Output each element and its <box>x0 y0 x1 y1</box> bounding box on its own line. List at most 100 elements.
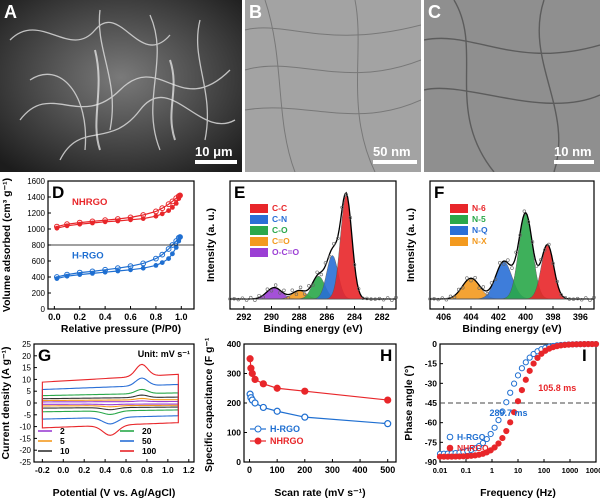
raw-data-point <box>510 266 514 270</box>
y-axis-label: Specific capacitance (F g⁻¹) <box>203 338 215 472</box>
panel-label: D <box>52 183 64 202</box>
raw-data-point <box>307 284 311 288</box>
x-tick-label: 300 <box>325 465 340 475</box>
raw-data-point <box>265 287 270 291</box>
x-tick-label: 0.0 <box>48 312 61 322</box>
y-tick-label: 400 <box>227 339 241 349</box>
raw-data-point <box>580 298 584 302</box>
raw-data-point <box>440 296 444 300</box>
y-tick-label: 400 <box>32 273 46 282</box>
y-axis-label: Phase angle (°) <box>403 365 415 440</box>
legend-swatch-c=o <box>250 237 268 246</box>
series-line-h-rgo <box>249 394 388 425</box>
raw-data-point <box>257 293 261 298</box>
x-tick-label: 282 <box>375 312 390 322</box>
raw-data-point <box>489 281 494 285</box>
data-point <box>114 216 121 222</box>
raw-data-point <box>373 297 377 301</box>
plot-frame <box>229 180 397 310</box>
cv-curve-2 <box>41 400 179 406</box>
x-tick-label: 0.1 <box>461 466 471 475</box>
legend-swatch-n-5 <box>450 215 468 224</box>
data-point <box>170 251 175 257</box>
data-point <box>522 359 529 366</box>
panel-label: H <box>380 346 392 365</box>
data-point <box>173 201 179 206</box>
data-point <box>89 218 96 225</box>
panel-label: F <box>434 183 444 202</box>
raw-data-point <box>282 288 286 293</box>
raw-data-point <box>559 293 563 297</box>
x-tick-label: 1.0 <box>175 312 188 322</box>
raw-data-point <box>381 298 386 302</box>
legend-label-n-x: N-X <box>472 236 487 246</box>
raw-data-point <box>377 296 382 301</box>
panel-c-label: C <box>428 2 441 22</box>
data-point <box>259 403 267 412</box>
data-point <box>177 193 183 198</box>
y-tick-label: 20 <box>22 352 31 361</box>
x-tick-label: 500 <box>380 465 395 475</box>
raw-data-point <box>518 233 522 237</box>
data-point <box>90 220 95 226</box>
raw-data-point <box>286 295 290 300</box>
x-tick-label: 400 <box>518 312 533 322</box>
legend-label-2: 2 <box>60 426 65 436</box>
x-tick-label: 200 <box>297 465 312 475</box>
annotation-hrgo: H-RGO <box>72 251 104 262</box>
raw-data-point <box>432 297 436 301</box>
y-axis-label: Intensity (a. u.) <box>205 208 217 282</box>
plot-frame <box>33 343 195 463</box>
tem-texture-c <box>424 0 600 172</box>
raw-data-point <box>588 298 592 302</box>
data-point <box>491 424 498 431</box>
y-tick-label: 5 <box>27 387 32 396</box>
legend-label-n-6: N-6 <box>472 203 486 213</box>
legend-swatch-n-q <box>450 226 468 235</box>
raw-data-point <box>394 295 398 300</box>
y-tick-label: -15 <box>19 434 31 443</box>
raw-data-point <box>336 236 340 241</box>
panel-b-tem-image: B 50 nm <box>245 0 421 172</box>
data-point <box>166 256 172 261</box>
data-point <box>102 217 109 224</box>
x-tick-label: 0 <box>247 465 252 475</box>
raw-data-point <box>547 242 551 247</box>
isotherm-desorption-nhrgo <box>56 194 181 228</box>
isotherm-desorption-h-rgo <box>56 236 181 278</box>
x-tick-label: 396 <box>573 312 588 322</box>
raw-data-point <box>534 264 539 268</box>
x-tick-label: 0.4 <box>99 465 111 475</box>
data-point <box>159 251 166 258</box>
panel-a-sem-image: A 10 μm <box>0 0 242 172</box>
x-tick-label: 0.8 <box>150 312 163 322</box>
y-axis-label: Current density (A g⁻¹) <box>0 346 12 459</box>
plot-frame <box>243 343 397 463</box>
data-point <box>487 430 494 438</box>
data-point <box>64 221 70 228</box>
y-tick-label: -5 <box>24 411 32 420</box>
raw-data-point <box>361 296 365 300</box>
x-tick-label: 0.2 <box>73 312 86 322</box>
data-point <box>165 246 172 252</box>
data-point <box>177 234 183 240</box>
data-point <box>153 255 159 262</box>
x-tick-label: 406 <box>436 312 451 322</box>
data-point <box>127 263 134 270</box>
data-point <box>384 396 392 404</box>
panel-a-scale-label: 10 μm <box>195 144 233 159</box>
raw-data-point <box>249 295 253 300</box>
data-point <box>526 354 533 361</box>
x-tick-label: 400 <box>353 465 368 475</box>
raw-data-point <box>240 296 245 300</box>
raw-data-point <box>461 286 465 290</box>
raw-data-point <box>327 254 332 259</box>
raw-data-point <box>497 261 502 265</box>
data-point <box>503 427 510 435</box>
raw-data-point <box>298 285 303 290</box>
y-tick-label: -15 <box>425 359 438 369</box>
y-tick-label: 200 <box>227 398 241 408</box>
y-tick-label: 100 <box>227 428 241 438</box>
legend-label-5: 5 <box>60 436 65 446</box>
data-point <box>246 355 254 363</box>
